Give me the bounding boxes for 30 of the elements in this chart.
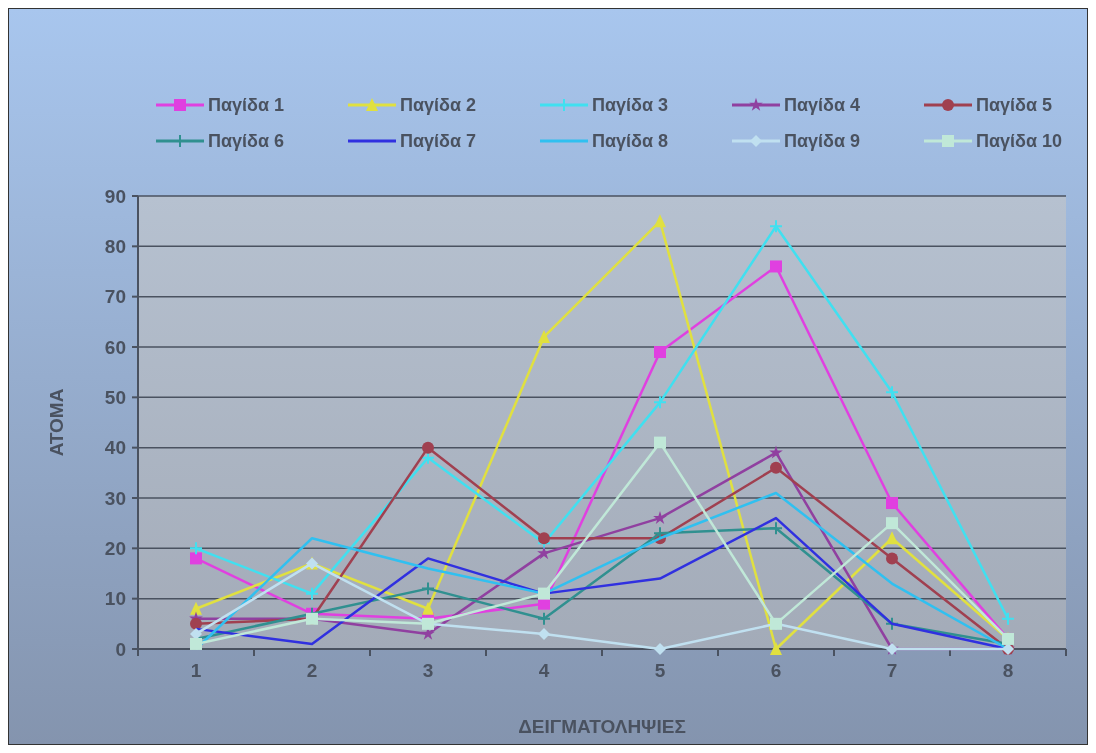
y-axis-title: ΑΤΟΜΑ [46,388,67,457]
x-tick-label: 5 [654,660,666,681]
y-tick-label: 20 [104,537,126,559]
x-tick-label: 7 [886,660,898,681]
y-tick-label: 40 [104,437,126,459]
y-tick-label: 60 [104,336,126,358]
x-tick-label: 1 [190,660,202,681]
legend-label: Παγίδα 4 [784,95,861,116]
x-tick-label: 3 [422,660,434,681]
legend-label: Παγίδα 8 [592,131,669,152]
x-tick-label: 8 [1002,660,1014,681]
legend-label: Παγίδα 6 [208,131,285,152]
legend-label: Παγίδα 10 [976,131,1063,152]
legend-label: Παγίδα 2 [400,95,477,116]
legend-label: Παγίδα 7 [400,131,477,152]
x-axis-title: ΔΕΙΓΜΑΤΟΛΗΨΙΕΣ [518,716,686,737]
y-tick-label: 10 [104,588,126,610]
x-tick-label: 2 [306,660,318,681]
y-tick-label: 90 [104,185,126,207]
y-tick-label: 50 [104,386,126,408]
legend-label: Παγίδα 5 [976,95,1053,116]
x-tick-label: 6 [770,660,782,681]
y-tick-label: 80 [104,235,126,257]
y-tick-label: 0 [115,638,126,660]
legend-label: Παγίδα 3 [592,95,669,116]
x-tick-label: 4 [538,660,550,681]
y-tick-label: 70 [104,286,126,308]
legend-label: Παγίδα 1 [208,95,285,116]
y-tick-label: 30 [104,487,126,509]
legend-label: Παγίδα 9 [784,131,861,152]
